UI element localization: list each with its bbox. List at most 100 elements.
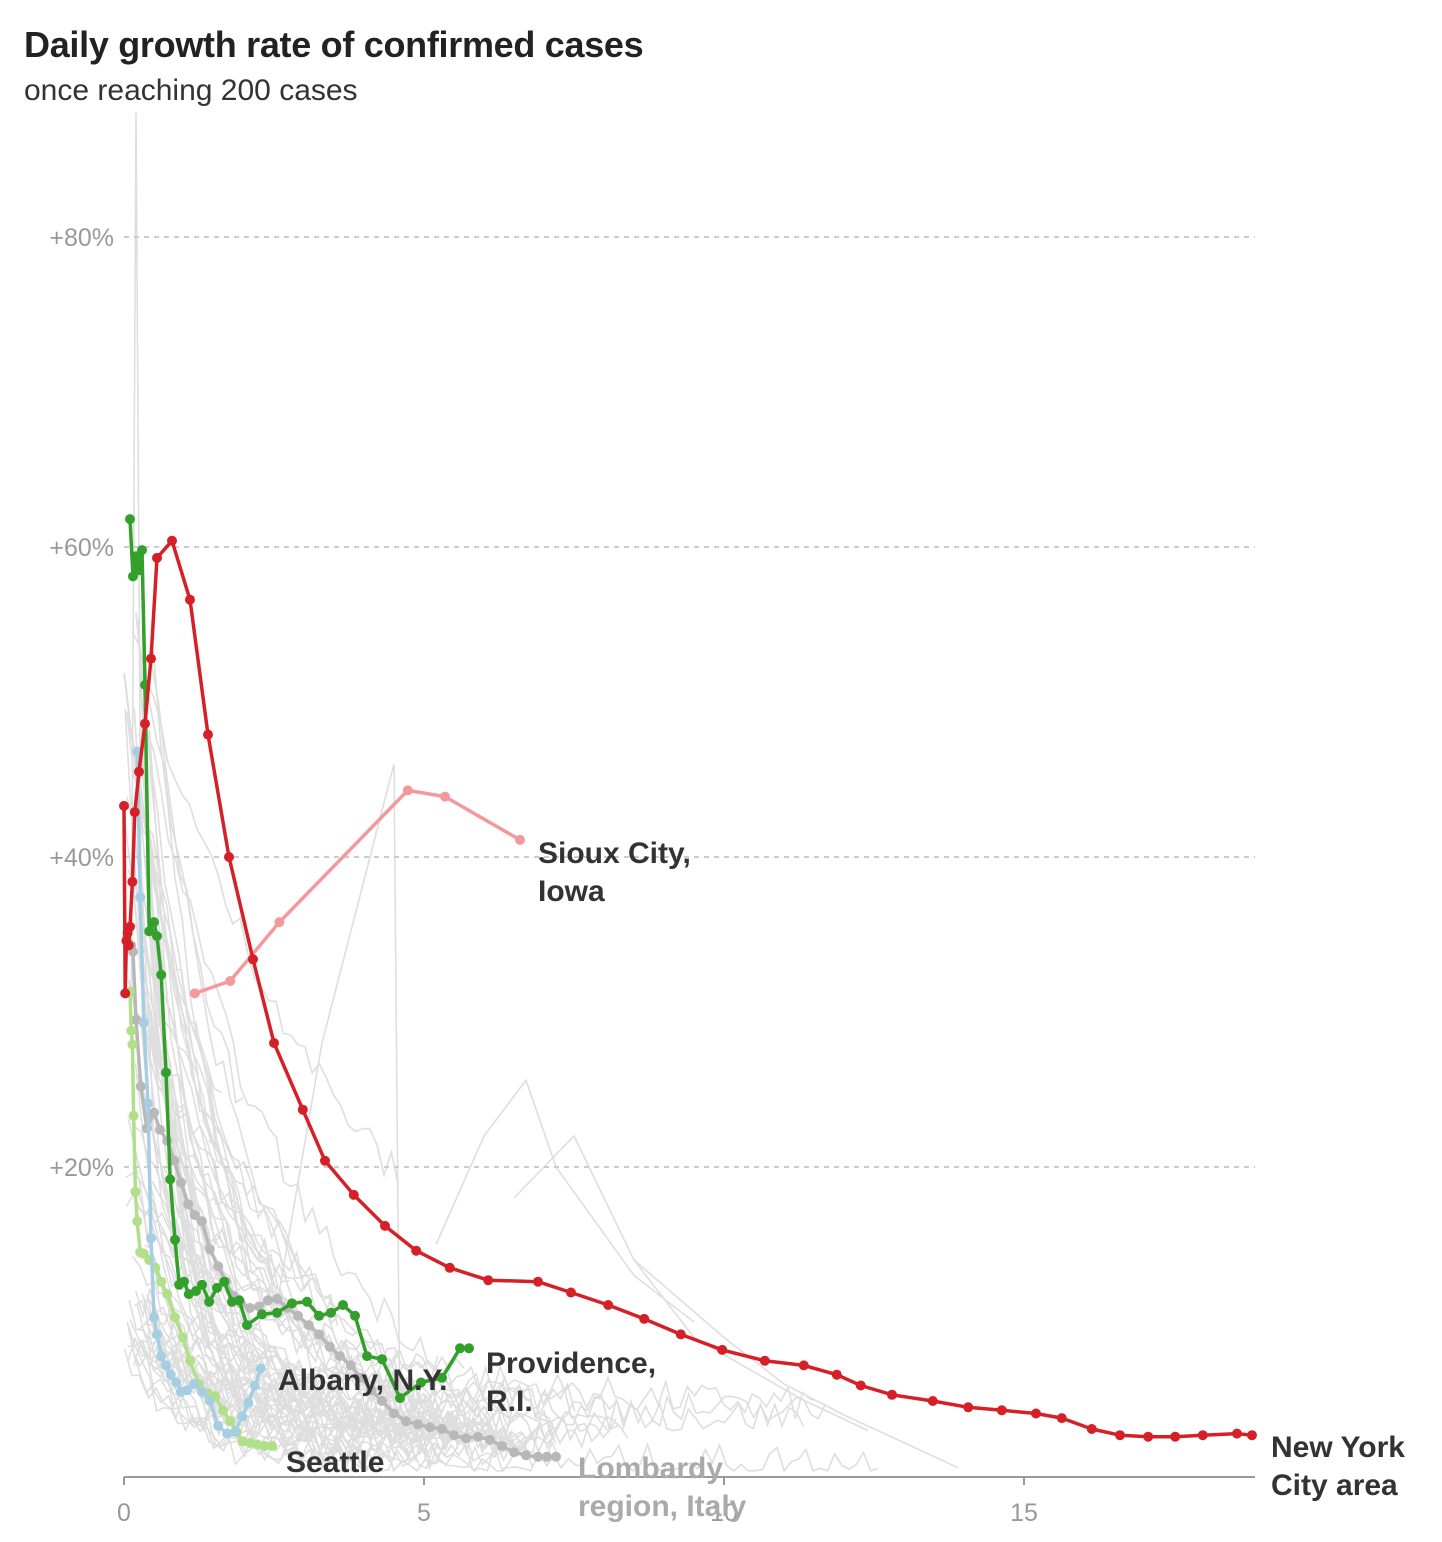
lombardy-region-italy-point: [413, 1419, 423, 1430]
providence-r-i-point: [165, 1174, 176, 1185]
lombardy-region-italy-point: [272, 1293, 282, 1304]
albany-n-y-point: [213, 1420, 224, 1431]
y-tick-label: +20%: [49, 1154, 114, 1182]
providence-r-i-point: [234, 1295, 245, 1306]
new-york-city-area-point: [320, 1155, 330, 1166]
new-york-city-area-point: [996, 1405, 1007, 1416]
lombardy-region-italy-point: [473, 1431, 483, 1442]
x-tick-label: 10: [710, 1499, 738, 1527]
albany-n-y-point: [171, 1377, 182, 1388]
seattle-point: [126, 1025, 137, 1036]
albany-n-y-point: [204, 1396, 215, 1406]
albany-n-y-point: [237, 1411, 248, 1422]
lombardy-region-italy-point: [345, 1360, 356, 1371]
providence-r-i-point: [377, 1354, 387, 1365]
lombardy-region-italy-point: [189, 1210, 200, 1220]
series-label-sioux-city-iowa: Sioux City, Iowa: [538, 837, 691, 908]
seattle-point: [267, 1441, 278, 1451]
new-york-city-area-point: [1115, 1430, 1125, 1441]
gridlines: +20% +40% +60% +80%: [49, 224, 1255, 1182]
providence-r-i-point: [219, 1276, 230, 1287]
albany-n-y-point: [243, 1397, 254, 1408]
albany-n-y-point: [143, 1098, 153, 1109]
new-york-city-area-point: [533, 1276, 543, 1287]
new-york-city-area-point: [146, 653, 156, 664]
lombardy-region-italy-point: [149, 1107, 159, 1118]
background-series-line: [123, 1348, 471, 1444]
providence-r-i-point: [326, 1307, 336, 1318]
lombardy-region-italy-point: [314, 1329, 324, 1340]
lombardy-region-italy-point: [497, 1441, 507, 1451]
new-york-city-area-point: [1086, 1424, 1097, 1434]
background-series-line: [152, 651, 241, 1241]
providence-r-i-point: [257, 1309, 267, 1320]
providence-r-i-point: [191, 1286, 201, 1296]
lombardy-region-italy-point: [254, 1301, 264, 1312]
new-york-city-area-point: [248, 954, 258, 965]
providence-r-i-point: [128, 571, 138, 582]
lombardy-region-italy-point: [389, 1408, 399, 1419]
background-series-line: [633, 1259, 959, 1469]
new-york-city-area-point: [831, 1369, 842, 1380]
sioux-city-iowa-point: [274, 917, 285, 928]
new-york-city-area-point: [1056, 1413, 1067, 1424]
background-series-line: [134, 1084, 619, 1452]
providence-r-i-point: [156, 969, 167, 980]
lombardy-region-italy-point: [377, 1396, 387, 1406]
series-labels: New York City area Providence, R.I. Sioux Ci…: [278, 837, 1405, 1523]
new-york-city-area-point: [483, 1275, 494, 1286]
sioux-city-iowa-point: [225, 976, 236, 986]
albany-n-y-point: [197, 1386, 207, 1397]
seattle-point: [130, 1186, 141, 1197]
lombardy-region-italy-point: [197, 1216, 207, 1227]
new-york-city-area-point: [566, 1287, 576, 1298]
providence-r-i-point: [134, 565, 144, 576]
new-york-city-area-point: [603, 1300, 614, 1310]
providence-r-i-point: [314, 1310, 324, 1321]
new-york-city-area-point: [348, 1189, 359, 1200]
x-axis: 0 5 10 15: [117, 1476, 1255, 1527]
new-york-city-area-point: [1031, 1408, 1041, 1419]
new-york-city-area-point: [1197, 1430, 1208, 1441]
albany-n-y-point: [135, 892, 146, 903]
x-tick-label: 15: [1010, 1499, 1038, 1527]
new-york-city-area-point: [203, 729, 213, 740]
providence-r-i-point: [161, 1067, 171, 1078]
new-york-city-area-point: [798, 1360, 809, 1371]
providence-r-i-point: [152, 931, 162, 942]
providence-r-i-point: [179, 1276, 189, 1287]
seattle-point: [185, 1355, 195, 1366]
seattle-point: [218, 1405, 228, 1416]
albany-n-y-point: [230, 1427, 240, 1437]
series-label-line: City area: [1271, 1469, 1398, 1502]
background-series-line: [273, 763, 413, 1462]
providence-r-i-point: [395, 1393, 405, 1403]
series-label-line: New York: [1271, 1431, 1405, 1464]
new-york-city-area-point: [855, 1380, 866, 1391]
providence-r-i-point: [212, 1282, 222, 1293]
lombardy-region-italy-point: [135, 1081, 146, 1092]
seattle-point: [128, 1110, 139, 1121]
albany-n-y-point: [161, 1360, 171, 1371]
albany-n-y-point: [138, 1017, 149, 1028]
lombardy-region-italy-point: [131, 1014, 141, 1025]
series-label-line: Lombardy: [578, 1452, 723, 1485]
seattle-point: [177, 1332, 188, 1343]
lombardy-region-italy-point: [263, 1295, 273, 1306]
new-york-city-area-point: [675, 1329, 686, 1340]
providence-r-i-point: [464, 1343, 474, 1354]
new-york-city-area-point: [140, 718, 150, 729]
series-label-line: R.I.: [486, 1385, 533, 1418]
background-series-line: [133, 708, 488, 1421]
new-york-city-area-point: [927, 1396, 938, 1406]
series-label-line: Albany, N.Y.: [278, 1364, 447, 1397]
background-series-line: [126, 711, 805, 1432]
lombardy-region-italy-point: [293, 1310, 303, 1321]
providence-r-i-point: [362, 1351, 372, 1362]
background-series-line: [147, 1298, 827, 1428]
background-series-line: [150, 661, 397, 1369]
seattle-point: [132, 1216, 143, 1227]
chart-title: Daily growth rate of confirmed cases: [24, 24, 644, 65]
providence-r-i-point: [197, 1279, 207, 1290]
new-york-city-area-point: [1247, 1430, 1257, 1441]
